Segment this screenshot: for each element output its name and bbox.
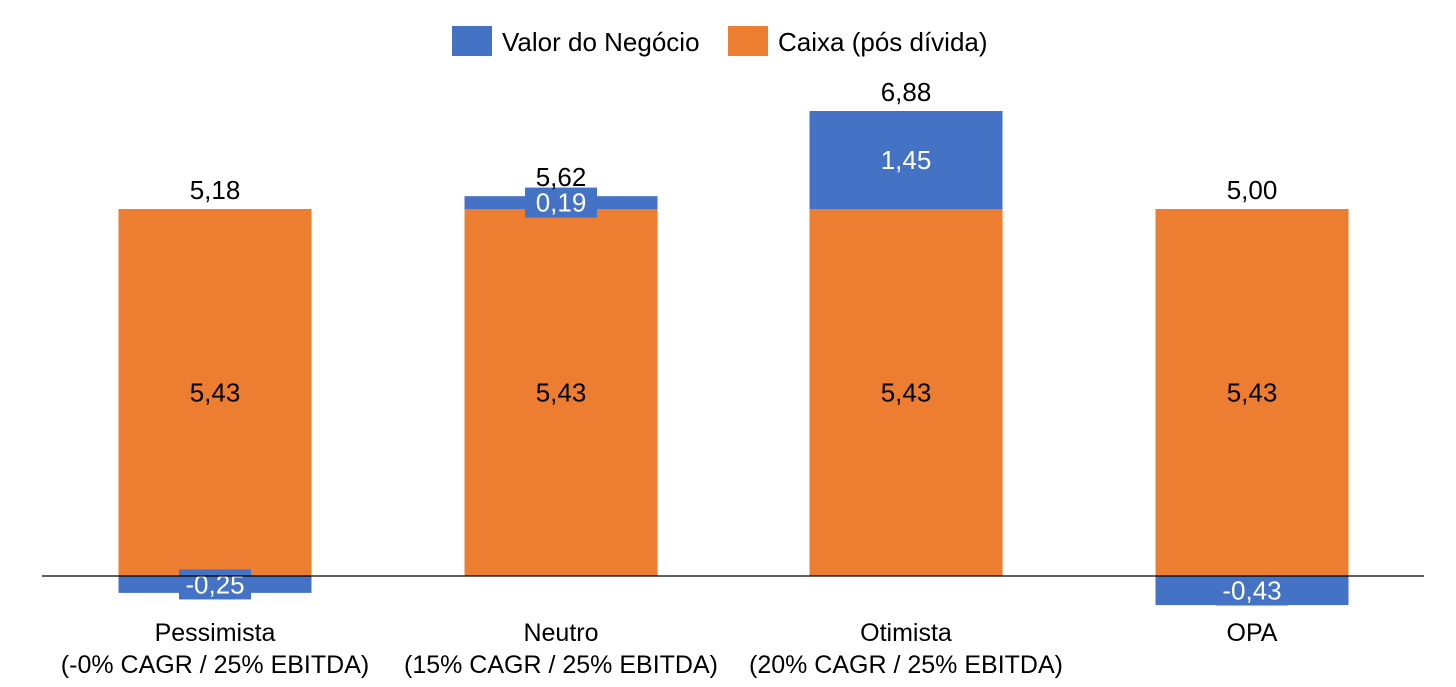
data-label-valor-negocio: -0,25 xyxy=(185,569,244,599)
data-label-box xyxy=(525,187,597,218)
data-label-caixa: 5,43 xyxy=(881,378,932,408)
bar-caixa xyxy=(1155,209,1349,576)
bar-valor-negocio xyxy=(809,111,1003,210)
legend-swatch xyxy=(728,26,768,56)
category-label: Otimista xyxy=(860,619,952,647)
data-label-caixa: 5,43 xyxy=(1227,378,1278,408)
legend-label: Caixa (pós dívida) xyxy=(778,27,988,57)
bar-caixa xyxy=(809,209,1003,576)
data-label-caixa: 5,43 xyxy=(190,378,241,408)
bar-caixa xyxy=(118,209,312,576)
category-labels: Pessimista (-0% CAGR / 25% EBITDA) Neutro (… xyxy=(61,619,1278,679)
category-label: (15% CAGR / 25% EBITDA) xyxy=(404,651,718,679)
data-label-box xyxy=(179,569,251,600)
data-label-valor-negocio: -0,43 xyxy=(1222,576,1281,606)
bar-caixa xyxy=(464,209,658,576)
category-label: Neutro xyxy=(523,619,598,647)
category-label: (20% CAGR / 25% EBITDA) xyxy=(749,651,1063,679)
category-label: OPA xyxy=(1227,619,1278,647)
total-label: 5,62 xyxy=(536,162,587,192)
data-label-valor-negocio: 0,19 xyxy=(536,188,587,218)
bars xyxy=(118,111,1349,606)
total-label: 5,18 xyxy=(190,175,241,205)
category-label: (-0% CAGR / 25% EBITDA) xyxy=(61,651,369,679)
data-labels: 5,43 -0,25 5,18 5,43 0,195,62 5,43 1,45 6,88 5,4… xyxy=(179,77,1288,606)
data-label-caixa: 5,43 xyxy=(536,378,587,408)
legend-swatch xyxy=(452,26,492,56)
legend-label: Valor do Negócio xyxy=(502,27,700,57)
category-label: Pessimista xyxy=(155,619,276,647)
total-label: 6,88 xyxy=(881,77,932,107)
total-label: 5,00 xyxy=(1227,175,1278,205)
data-label-box xyxy=(1216,575,1288,606)
data-label-valor-negocio: 1,45 xyxy=(881,145,932,175)
legend: Valor do Negócio Caixa (pós dívida) xyxy=(452,26,988,57)
